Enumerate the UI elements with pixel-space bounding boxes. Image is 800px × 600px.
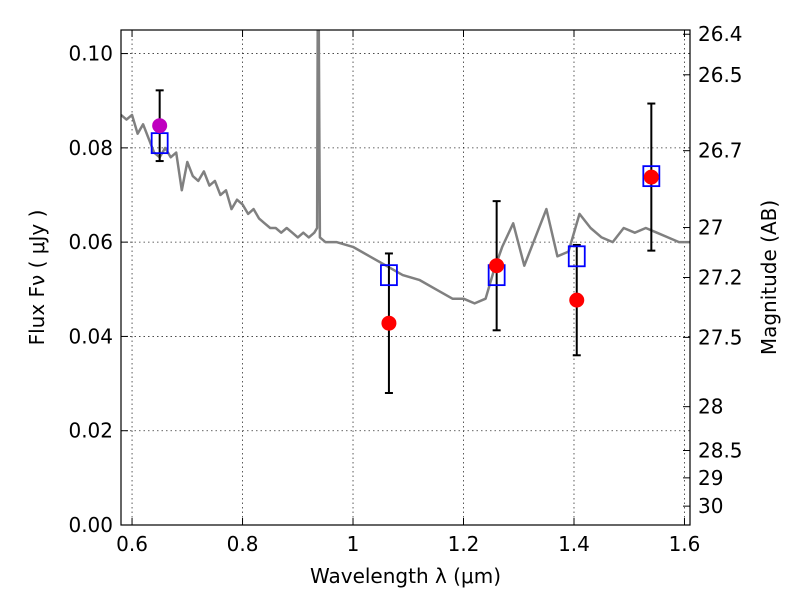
y-tick-label: 0.04 <box>68 324 113 348</box>
y-tick-label: 0.00 <box>68 513 113 537</box>
model-square-point <box>567 245 586 268</box>
plot-frame <box>120 29 691 526</box>
y-right-axis-label: Magnitude (AB) <box>757 200 781 355</box>
x-tick-label: 1 <box>347 532 360 556</box>
y-right-tick-label: 26.7 <box>698 139 743 163</box>
sed-curve-layer <box>121 30 690 305</box>
observed-circle-point <box>152 118 168 134</box>
x-axis-label: Wavelength λ (μm) <box>310 564 501 588</box>
y-right-tick-label: 28 <box>698 395 723 419</box>
y-right-tick-label: 27.2 <box>698 266 743 290</box>
y-right-tick-label: 30 <box>698 494 723 518</box>
y-tick-label: 0.02 <box>68 419 113 443</box>
y-right-tick-label: 26.5 <box>698 63 743 87</box>
y-right-tick-label: 28.5 <box>698 439 743 463</box>
sed-curve-line <box>121 30 690 305</box>
marks-layer <box>150 89 661 394</box>
x-tick-label: 1.6 <box>669 532 701 556</box>
y-right-tick-label: 26.4 <box>698 22 743 46</box>
y-axis-label: Flux Fν ( μJy ) <box>25 210 49 346</box>
ticks-layer: 0.6 0.8 1 1.2 1.4 1.6 0.00 0.02 0.04 0.06 0.08 0.10… <box>68 22 742 556</box>
observed-circle-point <box>381 315 397 331</box>
x-tick-label: 1.4 <box>558 532 590 556</box>
x-tick-label: 0.8 <box>227 532 259 556</box>
model-square-point <box>380 264 398 287</box>
y-right-tick-label: 29 <box>698 466 723 490</box>
observed-circle-point <box>569 292 585 308</box>
y-right-tick-label: 27.5 <box>698 325 743 349</box>
x-tick-label: 0.6 <box>116 532 148 556</box>
observed-circle-point <box>643 169 659 185</box>
y-tick-label: 0.10 <box>68 42 113 66</box>
grid <box>121 30 690 526</box>
x-tick-label: 1.2 <box>448 532 480 556</box>
observed-circle-point <box>489 258 505 274</box>
model-square-point <box>642 165 661 188</box>
y-tick-label: 0.06 <box>68 230 113 254</box>
y-tick-label: 0.08 <box>68 136 113 160</box>
y-right-tick-label: 27 <box>698 216 723 240</box>
